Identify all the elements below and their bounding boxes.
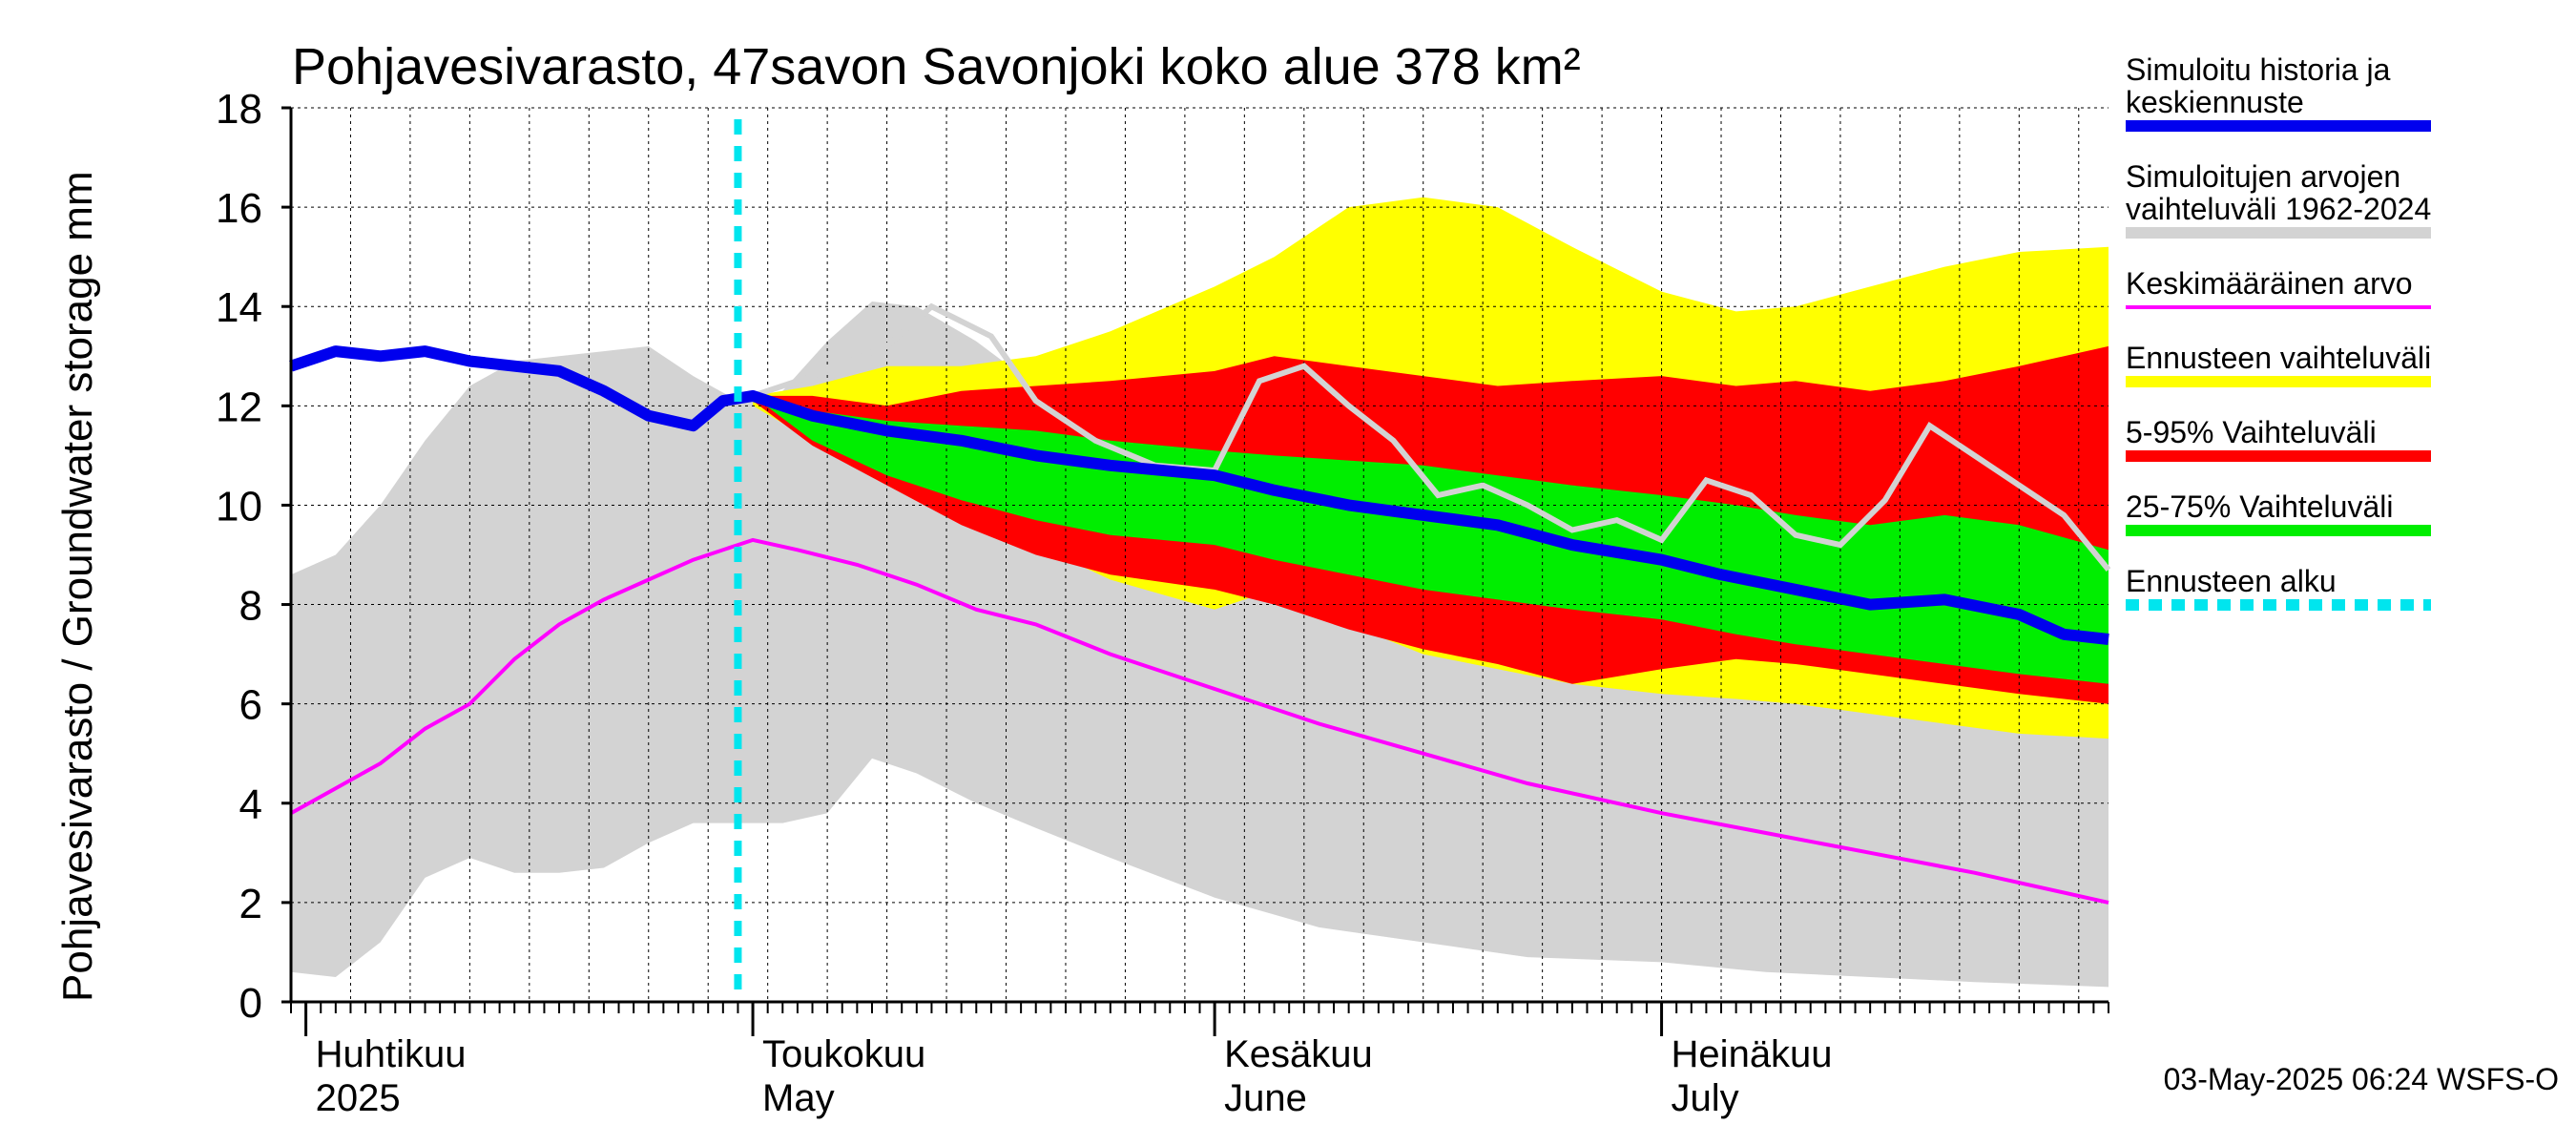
y-tick-label: 8	[239, 583, 262, 630]
y-tick-label: 16	[216, 185, 262, 232]
series-lines	[289, 119, 2111, 1002]
legend-label: Ennusteen alku	[2126, 564, 2337, 598]
legend-label: Simuloitu historia ja	[2126, 52, 2391, 87]
legend-label: vaihteluväli 1962-2024	[2126, 192, 2431, 226]
month-label-en: May	[762, 1077, 835, 1119]
grid	[291, 107, 2109, 1002]
y-tick-label: 12	[216, 384, 262, 430]
legend-label: Keskimääräinen arvo	[2126, 266, 2413, 301]
mean-line	[290, 537, 2109, 905]
legend-label: 5-95% Vaihteluväli	[2126, 415, 2377, 449]
y-tick-label: 2	[239, 881, 262, 927]
legend-label: 25-75% Vaihteluväli	[2126, 489, 2393, 524]
history-range-band	[291, 302, 2109, 988]
month-label-fi: Heinäkuu	[1672, 1033, 1833, 1075]
month-label-en: 2025	[316, 1077, 401, 1119]
y-tick-label: 14	[216, 284, 262, 331]
legend-label: keskiennuste	[2126, 85, 2304, 119]
similar-year-line	[752, 302, 2111, 572]
month-label-fi: Huhtikuu	[316, 1033, 467, 1075]
timestamp-label: 03-May-2025 06:24 WSFS-O	[2164, 1062, 2559, 1096]
chart-title: Pohjavesivarasto, 47savon Savonjoki koko…	[292, 38, 1581, 95]
legend-label: Simuloitujen arvojen	[2126, 159, 2400, 194]
y-tick-label: 10	[216, 483, 262, 530]
month-label-en: July	[1672, 1077, 1739, 1119]
month-label-fi: Toukokuu	[762, 1033, 925, 1075]
month-label-fi: Kesäkuu	[1224, 1033, 1373, 1075]
y-tick-label: 4	[239, 781, 262, 828]
y-tick-label: 18	[216, 86, 262, 133]
simulated-line	[289, 345, 2109, 645]
y-tick-label: 6	[239, 682, 262, 729]
y-axis-label: Pohjavesivarasto / Groundwater storage m…	[54, 171, 101, 1002]
y-tick-label: 0	[239, 980, 262, 1027]
legend-label: Ennusteen vaihteluväli	[2126, 341, 2431, 375]
month-label-en: June	[1224, 1077, 1307, 1119]
